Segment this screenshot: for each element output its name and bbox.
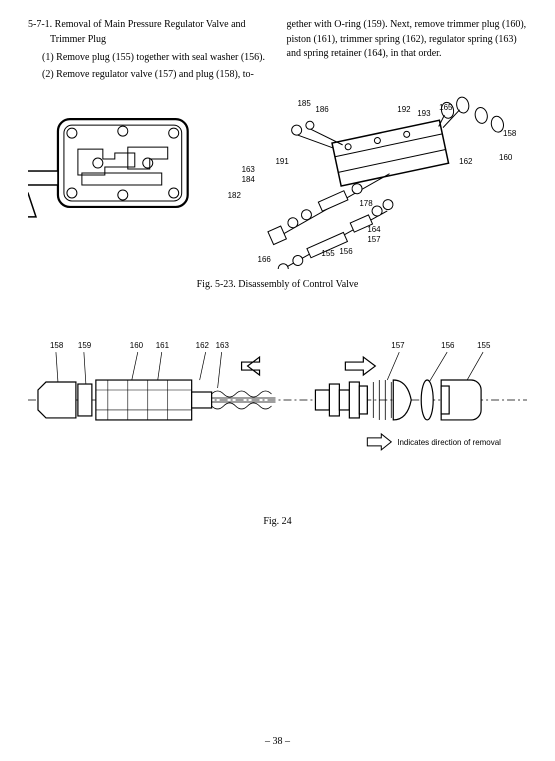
lbl-155: 155 [321, 249, 335, 258]
lbl-164: 164 [367, 225, 381, 234]
lbl24-163: 163 [216, 341, 230, 350]
lbl-182: 182 [228, 191, 242, 200]
section-heading: 5-7-1. Removal of Main Pressure Regulato… [28, 18, 269, 47]
lbl24-161: 161 [156, 341, 170, 350]
lbl-186: 186 [315, 105, 329, 114]
lbl-158: 158 [503, 129, 517, 138]
lbl-165: 165 [439, 103, 453, 112]
lbl24-158: 158 [50, 341, 64, 350]
lbl-191: 191 [276, 157, 290, 166]
lbl-178: 178 [359, 199, 373, 208]
lbl-157: 157 [367, 235, 381, 244]
lbl24-155: 155 [477, 341, 491, 350]
lbl-192: 192 [397, 105, 411, 114]
right-col-text: gether with O-ring (159). Next, remove t… [287, 18, 528, 62]
section-title: Removal of Main Pressure Regulator Valve… [50, 19, 246, 45]
direction-note: Indicates direction of removal [397, 438, 501, 447]
lbl24-157: 157 [391, 341, 405, 350]
lbl24-162: 162 [196, 341, 210, 350]
fig-24: Indicates direction of removal 158 159 1… [28, 320, 527, 470]
lbl-185: 185 [297, 99, 311, 108]
lbl-160: 160 [499, 153, 513, 162]
lbl-162: 162 [459, 157, 473, 166]
lbl-163: 163 [242, 165, 256, 174]
step-1: (1) Remove plug (155) together with seal… [28, 51, 269, 66]
section-number: 5-7-1. [28, 19, 52, 30]
lbl-156: 156 [339, 247, 353, 256]
lbl24-160: 160 [130, 341, 144, 350]
page-number: – 38 – [0, 736, 555, 747]
lbl24-159: 159 [78, 341, 92, 350]
lbl-166: 166 [258, 255, 272, 264]
fig-5-23: 185 186 192 193 165 158 160 162 163 184 … [28, 94, 527, 269]
fig-5-23-caption: Fig. 5-23. Disassembly of Control Valve [28, 279, 527, 290]
lbl-184: 184 [242, 175, 256, 184]
lbl-193: 193 [417, 109, 431, 118]
lbl24-156: 156 [441, 341, 455, 350]
fig-24-caption: Fig. 24 [28, 516, 527, 527]
step-2: (2) Remove regulator valve (157) and plu… [28, 68, 269, 83]
